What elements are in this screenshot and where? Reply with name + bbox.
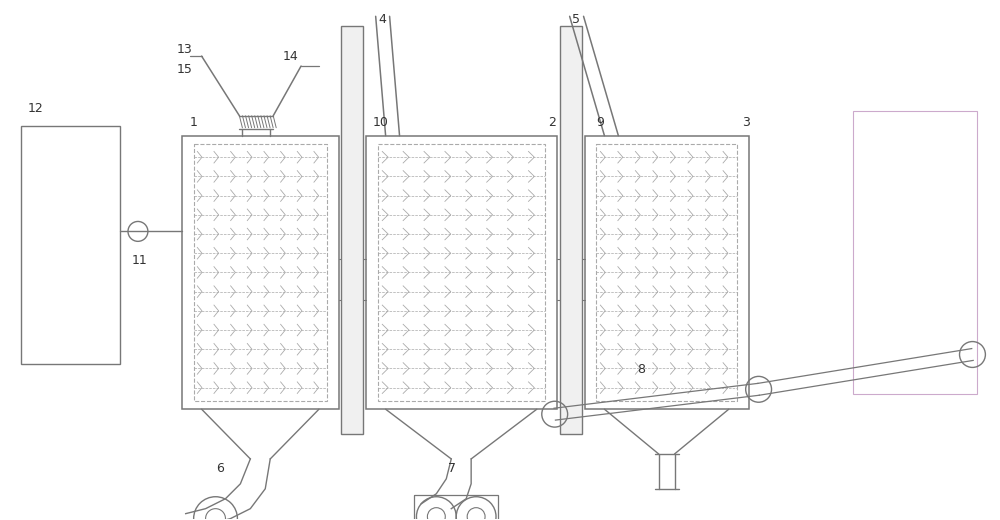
Text: 4: 4 <box>379 13 387 26</box>
Bar <box>585 136 749 409</box>
Text: 8: 8 <box>637 363 645 376</box>
Bar <box>194 144 327 401</box>
Bar <box>596 144 737 401</box>
Bar <box>366 136 557 409</box>
Text: 2: 2 <box>548 116 556 129</box>
Text: 3: 3 <box>742 116 750 129</box>
Text: 1: 1 <box>190 116 198 129</box>
Text: 9: 9 <box>596 116 604 129</box>
Text: 7: 7 <box>448 462 456 475</box>
Text: 12: 12 <box>28 102 43 115</box>
Text: 14: 14 <box>283 49 299 62</box>
Text: 6: 6 <box>217 462 224 475</box>
Bar <box>182 136 339 409</box>
Text: 15: 15 <box>177 62 193 75</box>
Text: 10: 10 <box>373 116 389 129</box>
Bar <box>378 144 545 401</box>
Bar <box>560 26 582 434</box>
Bar <box>414 495 498 520</box>
Bar <box>853 111 977 394</box>
Bar <box>21 126 120 365</box>
Text: 11: 11 <box>132 253 148 266</box>
Text: 13: 13 <box>177 43 192 56</box>
Text: 5: 5 <box>572 13 580 26</box>
Bar <box>341 26 363 434</box>
